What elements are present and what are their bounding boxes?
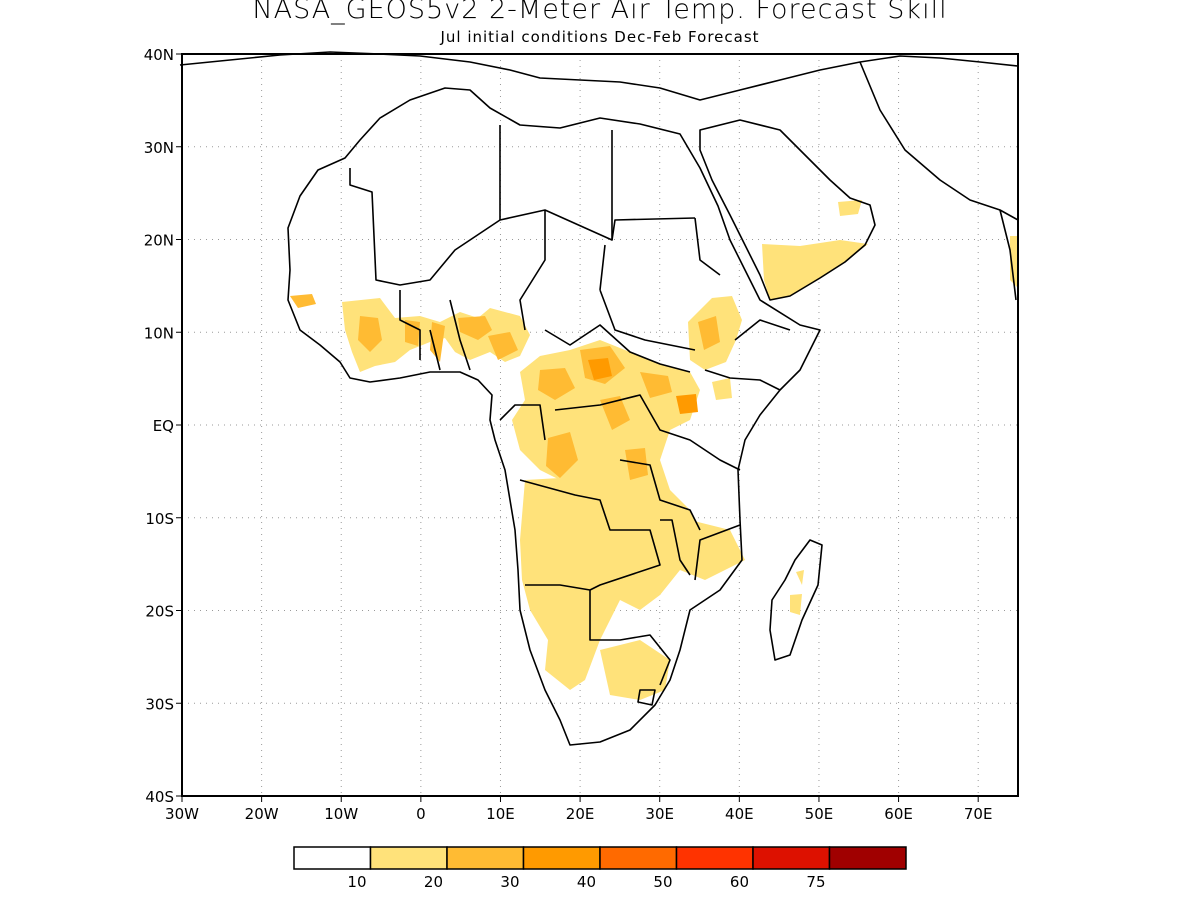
lon-tick-label: 50E	[805, 805, 834, 823]
africa-outline	[287, 87, 821, 746]
colorbar-label: 75	[806, 873, 825, 891]
lon-tick-label: 70E	[964, 805, 993, 823]
arabia-outline	[699, 119, 876, 301]
colorbar-swatch	[446, 846, 525, 870]
skill-region-central-core	[538, 346, 672, 480]
colorbar	[293, 846, 907, 870]
skill-region-arabia	[762, 240, 868, 300]
colorbar-label: 20	[424, 873, 443, 891]
lon-tick-label: 30W	[165, 805, 199, 823]
lon-axis-labels: 30W 20W 10W 0 10E 20E 30E 40E 50E 60E 70E	[165, 796, 992, 823]
lon-tick-label: 10W	[324, 805, 358, 823]
lon-tick-label: 10E	[486, 805, 515, 823]
colorbar-swatch	[599, 846, 678, 870]
colorbar-label: 40	[577, 873, 596, 891]
madagascar-outline	[769, 539, 823, 661]
skill-region-west-africa-core	[358, 316, 518, 362]
colorbar-labels: 10 20 30 40 50 60 75	[347, 873, 825, 891]
coastlines	[179, 51, 1019, 746]
colorbar-swatch	[369, 846, 448, 870]
skill-shading	[290, 200, 1018, 700]
lat-tick-label: 10S	[145, 510, 174, 528]
colorbar-swatch	[828, 846, 907, 870]
lat-tick-label: 40S	[145, 788, 174, 806]
lat-tick-label: 20S	[145, 603, 174, 621]
map-title: NASA_GEOS5v2 2-Meter Air Temp. Forecast …	[252, 0, 948, 25]
lat-axis-labels: 40N 30N 20N 10N EQ 10S 20S 30S 40S	[144, 46, 182, 806]
lat-tick-label: 30N	[144, 139, 174, 157]
lon-tick-label: 60E	[884, 805, 913, 823]
lat-tick-label: 30S	[145, 695, 174, 713]
lat-tick-label: EQ	[153, 417, 174, 435]
colorbar-swatch	[752, 846, 831, 870]
colorbar-label: 50	[653, 873, 672, 891]
colorbar-label: 60	[730, 873, 749, 891]
lon-tick-label: 40E	[725, 805, 754, 823]
lat-tick-label: 40N	[144, 46, 174, 64]
lat-tick-label: 10N	[144, 324, 174, 342]
lon-tick-label: 0	[416, 805, 426, 823]
colorbar-label: 10	[347, 873, 366, 891]
colorbar-swatch	[293, 846, 372, 870]
colorbar-swatch	[675, 846, 754, 870]
lat-tick-label: 20N	[144, 232, 174, 250]
map-subtitle: Jul initial conditions Dec-Feb Forecast	[440, 28, 760, 46]
lon-tick-label: 20W	[245, 805, 279, 823]
skill-region-southern-africa	[520, 478, 745, 690]
lon-tick-label: 20E	[566, 805, 595, 823]
colorbar-label: 30	[500, 873, 519, 891]
colorbar-swatch	[522, 846, 601, 870]
lon-tick-label: 30E	[645, 805, 674, 823]
